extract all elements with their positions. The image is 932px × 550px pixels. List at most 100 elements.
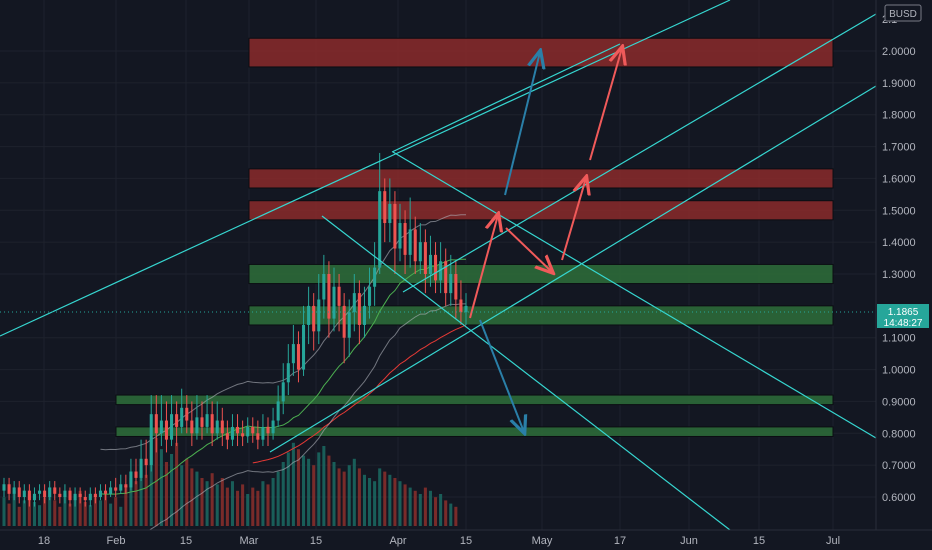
- candle-body: [129, 471, 133, 488]
- candle-body: [261, 426, 265, 440]
- volume-bar: [418, 494, 422, 526]
- candle-body: [368, 286, 372, 306]
- volume-bar: [439, 494, 443, 526]
- price-tick-label: 1.5000: [882, 205, 916, 217]
- volume-bar: [225, 487, 229, 526]
- volume-bar: [362, 474, 366, 526]
- candle-body: [317, 299, 321, 332]
- projection-arrow-blue: [504, 52, 540, 196]
- candle-body: [383, 191, 387, 224]
- volume-bar: [236, 490, 240, 526]
- volume-bar: [322, 446, 326, 526]
- volume-bar: [149, 430, 153, 526]
- volume-bar: [368, 478, 372, 526]
- time-tick-label: 18: [38, 535, 50, 547]
- volume-bar: [423, 487, 427, 526]
- price-tick-label: 1.0000: [882, 365, 916, 377]
- volume-bar: [327, 455, 331, 526]
- candle-body: [175, 414, 179, 427]
- candle-body: [78, 493, 82, 497]
- volume-bar: [302, 455, 306, 526]
- time-axis-panel[interactable]: [0, 530, 932, 550]
- volume-bar: [281, 462, 285, 526]
- volume-bar: [139, 470, 143, 526]
- candle-body: [22, 490, 26, 497]
- volume-bar: [296, 449, 300, 526]
- candle-body: [2, 484, 6, 491]
- price-axis[interactable]: 2.0000 1.9000 1.8000 1.7000 1.6000 1.5000 1.40…: [882, 14, 916, 504]
- candle-body: [195, 417, 199, 434]
- time-tick-label: Apr: [389, 535, 406, 547]
- candle-body: [58, 493, 62, 497]
- volume-bar: [32, 502, 36, 526]
- candle-body: [230, 426, 234, 440]
- volume-bar: [378, 468, 382, 526]
- time-tick-label: Jun: [680, 535, 698, 547]
- candle-body: [104, 490, 108, 494]
- volume-bar: [210, 473, 214, 526]
- volume-bar: [43, 497, 47, 526]
- price-tick-label: 0.7000: [882, 460, 916, 472]
- trendline: [269, 85, 877, 453]
- time-tick-label: 15: [310, 535, 322, 547]
- trendline: [391, 43, 621, 153]
- candle-body: [241, 433, 245, 437]
- candle-body: [73, 493, 77, 501]
- candle-body: [352, 293, 356, 313]
- candle-body: [312, 305, 316, 332]
- volume-bar: [2, 497, 6, 526]
- candle-body: [251, 426, 255, 434]
- candle-body: [48, 487, 52, 497]
- volume-bar: [154, 438, 158, 526]
- volume-bar: [428, 490, 432, 526]
- volume-bar: [251, 487, 255, 526]
- price-axis-panel[interactable]: [876, 0, 932, 530]
- price-tick-label: 1.6000: [882, 173, 916, 185]
- arrows[interactable]: [469, 48, 622, 432]
- volume-bar: [215, 484, 219, 526]
- candle-body: [444, 261, 448, 294]
- volume-bar: [307, 458, 311, 526]
- candle-body: [215, 420, 219, 434]
- volume-bar: [393, 478, 397, 526]
- candle-body: [403, 223, 407, 255]
- volume-bar: [190, 468, 194, 526]
- volume-bar: [63, 494, 67, 526]
- volume-bars: [2, 430, 458, 526]
- candle-body: [210, 414, 214, 434]
- volume-bar: [109, 503, 113, 526]
- candle-body: [185, 407, 189, 421]
- time-axis[interactable]: 18 Feb 15 Mar 15 Apr 15 May 17 Jun 15 Jul: [38, 535, 840, 547]
- time-tick-label: May: [532, 535, 553, 547]
- last-price-badge: [877, 304, 929, 328]
- resistance-zone: [248, 37, 834, 68]
- trendline: [402, 13, 877, 293]
- volume-bar: [119, 506, 123, 526]
- candle-body: [362, 305, 366, 325]
- volume-bar: [434, 497, 438, 526]
- volume-bar: [337, 468, 341, 526]
- projection-arrow-blue: [479, 319, 524, 432]
- candle-body: [63, 490, 67, 497]
- candle-body: [139, 458, 143, 478]
- candle-body: [164, 420, 168, 440]
- candle-body: [154, 414, 158, 434]
- candle-body: [373, 267, 377, 287]
- volume-bar: [114, 497, 118, 526]
- support-zone: [248, 305, 834, 326]
- candle-body: [17, 487, 21, 497]
- volume-bar: [159, 449, 163, 526]
- volume-bar: [17, 506, 21, 526]
- projection-arrow-red: [505, 227, 552, 272]
- candle-body: [159, 420, 163, 434]
- volume-bar: [276, 471, 280, 526]
- volume-bar: [449, 503, 453, 526]
- volume-bar: [104, 492, 108, 526]
- candle-body: [454, 274, 458, 300]
- candle-body: [423, 242, 427, 274]
- candle-body: [347, 312, 351, 338]
- candle-body: [68, 490, 72, 501]
- volume-bar: [185, 458, 189, 526]
- trendlines[interactable]: [0, 0, 877, 531]
